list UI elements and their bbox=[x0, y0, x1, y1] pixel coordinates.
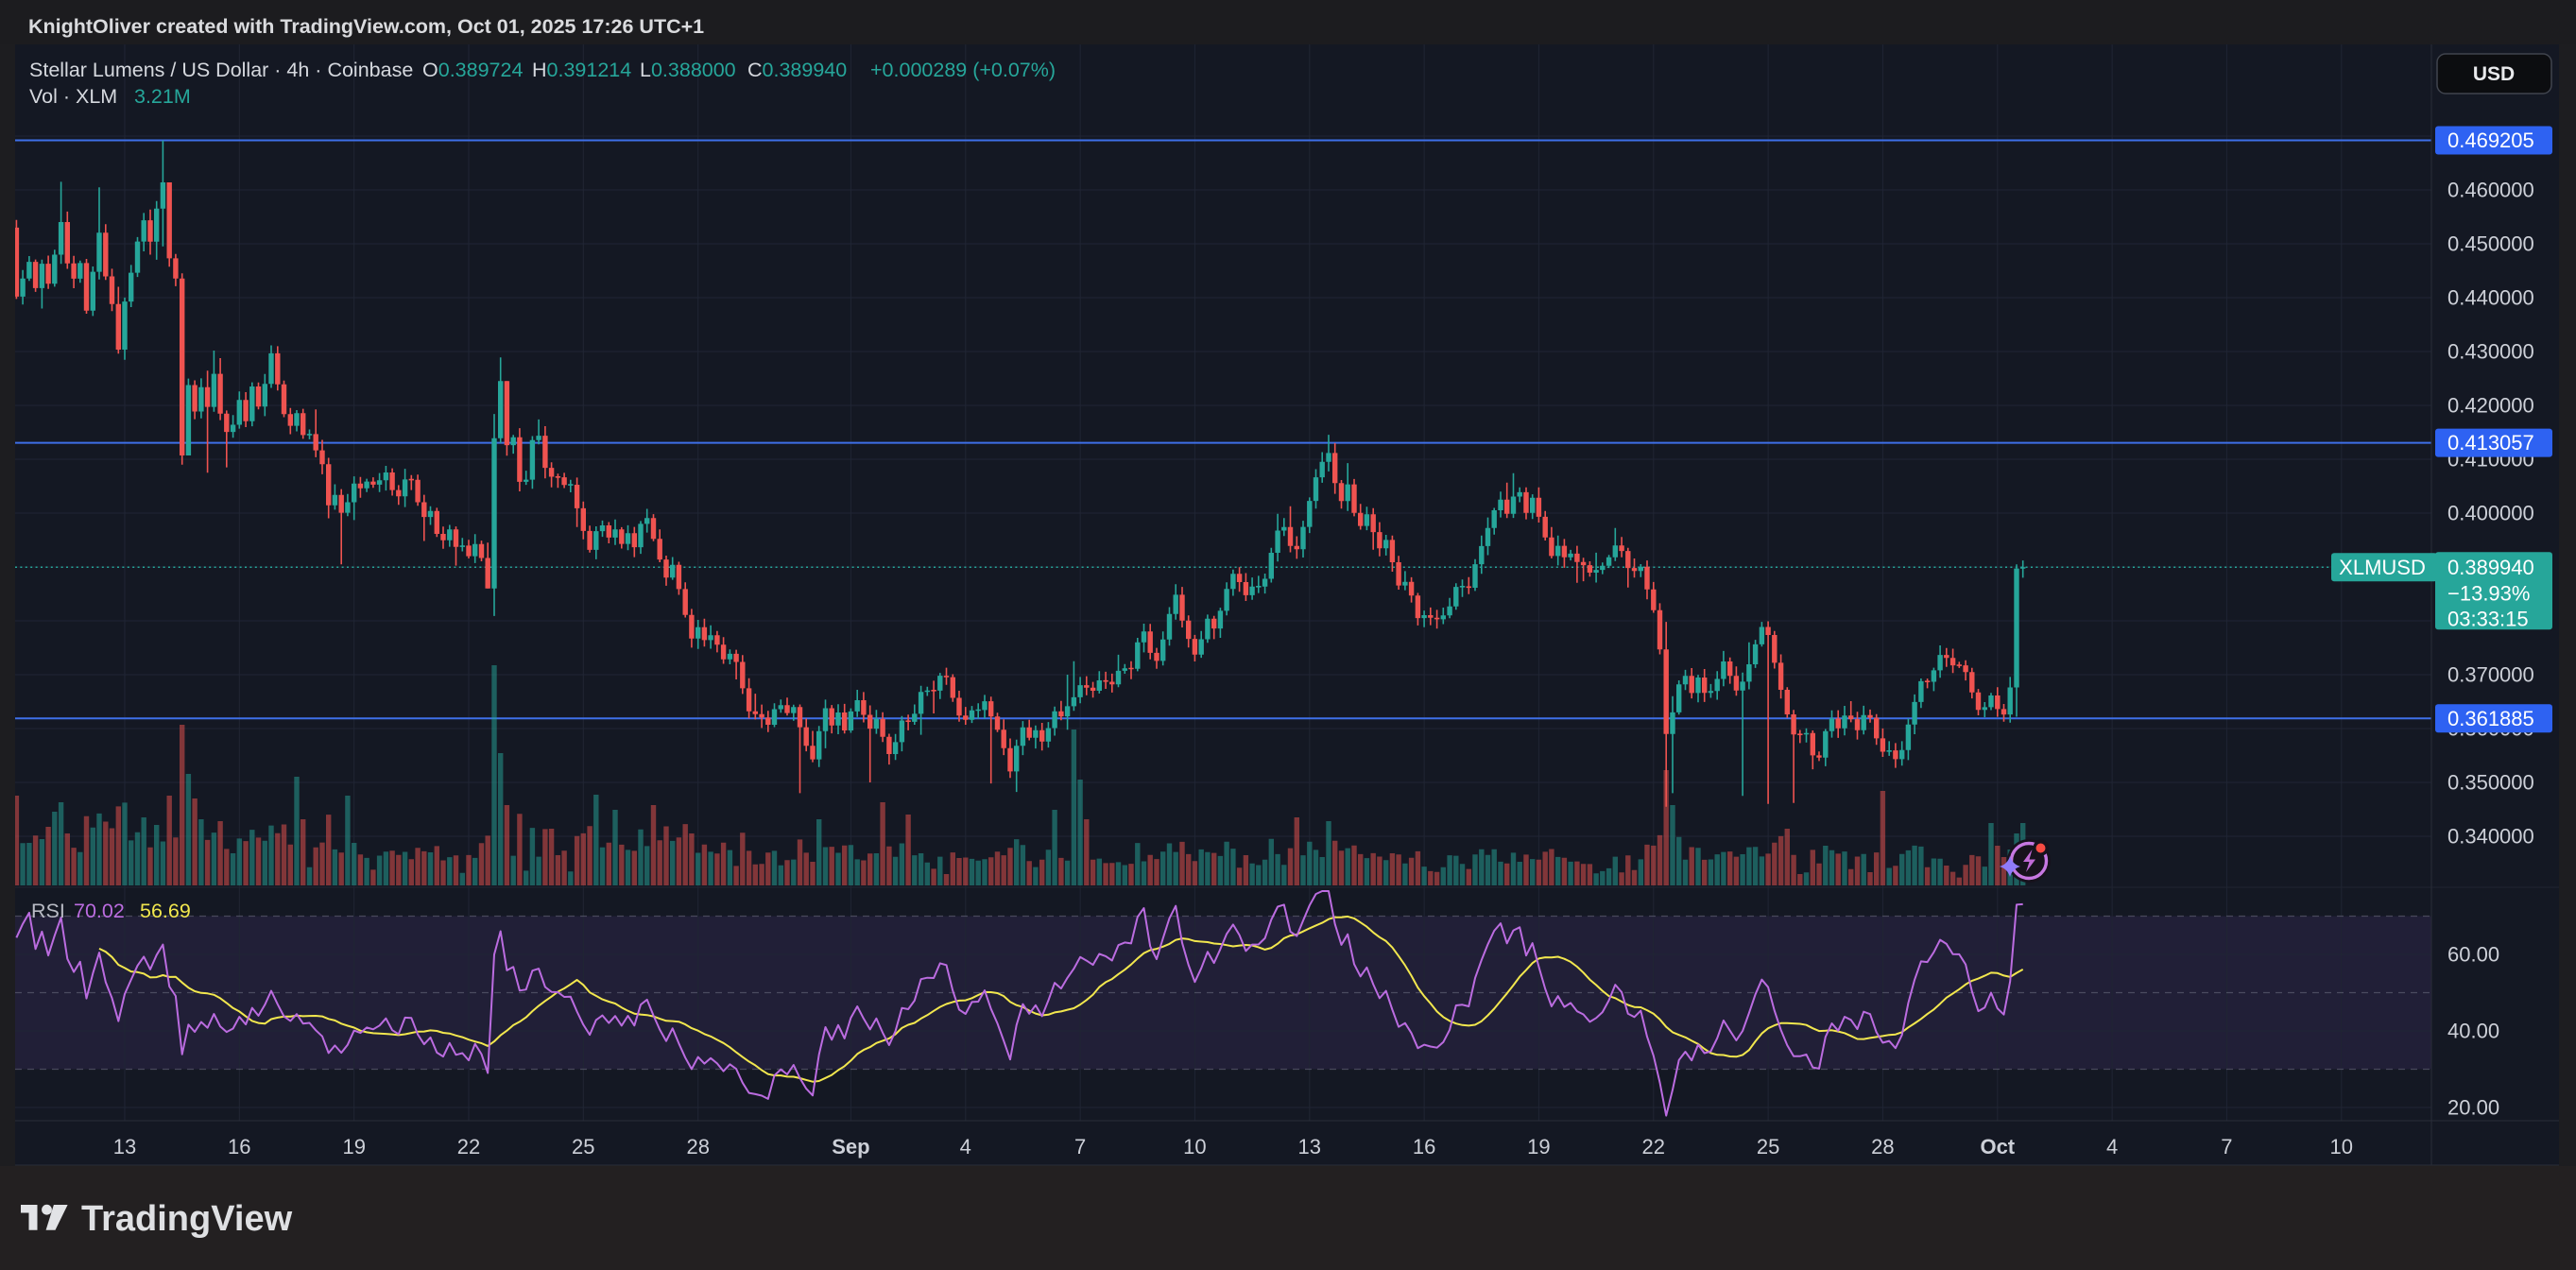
svg-text:USD: USD bbox=[2473, 63, 2515, 85]
svg-text:0.361885: 0.361885 bbox=[2447, 707, 2534, 730]
svg-text:0.389940: 0.389940 bbox=[2447, 556, 2534, 579]
svg-text:03:33:15: 03:33:15 bbox=[2447, 607, 2529, 630]
svg-text:H0.391214: H0.391214 bbox=[532, 59, 631, 81]
svg-text:0.460000: 0.460000 bbox=[2447, 179, 2534, 202]
svg-text:L0.388000: L0.388000 bbox=[640, 59, 736, 81]
svg-text:16: 16 bbox=[1413, 1135, 1435, 1158]
svg-text:28: 28 bbox=[1871, 1135, 1894, 1158]
svg-text:0.420000: 0.420000 bbox=[2447, 394, 2534, 418]
svg-text:C0.389940: C0.389940 bbox=[747, 59, 847, 81]
svg-text:0.450000: 0.450000 bbox=[2447, 232, 2534, 256]
svg-text:0.400000: 0.400000 bbox=[2447, 502, 2534, 525]
svg-text:Stellar Lumens / US Dollar · 4: Stellar Lumens / US Dollar · 4h · Coinba… bbox=[29, 59, 413, 81]
svg-text:−13.93%: −13.93% bbox=[2447, 581, 2530, 605]
svg-text:0.370000: 0.370000 bbox=[2447, 663, 2534, 687]
svg-text:O0.389724: O0.389724 bbox=[422, 59, 523, 81]
svg-text:KnightOliver created with Trad: KnightOliver created with TradingView.co… bbox=[28, 15, 704, 38]
svg-text:16: 16 bbox=[228, 1135, 250, 1158]
svg-text:0.413057: 0.413057 bbox=[2447, 431, 2534, 455]
svg-text:XLMUSD: XLMUSD bbox=[2339, 556, 2426, 579]
svg-text:TradingView: TradingView bbox=[81, 1199, 293, 1239]
svg-text:Sep: Sep bbox=[832, 1135, 869, 1158]
svg-text:40.00: 40.00 bbox=[2447, 1020, 2499, 1043]
svg-text:0.469205: 0.469205 bbox=[2447, 129, 2534, 152]
svg-text:19: 19 bbox=[1527, 1135, 1550, 1158]
svg-text:25: 25 bbox=[1757, 1135, 1779, 1158]
svg-text:+0.000289 (+0.07%): +0.000289 (+0.07%) bbox=[870, 59, 1056, 81]
svg-text:13: 13 bbox=[113, 1135, 136, 1158]
svg-text:25: 25 bbox=[572, 1135, 594, 1158]
svg-text:10: 10 bbox=[2330, 1135, 2353, 1158]
svg-text:19: 19 bbox=[342, 1135, 365, 1158]
svg-text:13: 13 bbox=[1298, 1135, 1321, 1158]
svg-text:0.440000: 0.440000 bbox=[2447, 286, 2534, 310]
svg-text:7: 7 bbox=[1074, 1135, 1086, 1158]
svg-text:20.00: 20.00 bbox=[2447, 1096, 2499, 1120]
svg-text:Vol · XLM: Vol · XLM bbox=[29, 85, 117, 108]
svg-text:22: 22 bbox=[457, 1135, 480, 1158]
svg-text:0.350000: 0.350000 bbox=[2447, 771, 2534, 795]
svg-text:4: 4 bbox=[960, 1135, 971, 1158]
svg-text:10: 10 bbox=[1183, 1135, 1206, 1158]
svg-text:0.340000: 0.340000 bbox=[2447, 825, 2534, 849]
svg-text:60.00: 60.00 bbox=[2447, 943, 2499, 967]
svg-text:22: 22 bbox=[1642, 1135, 1665, 1158]
svg-text:3.21M: 3.21M bbox=[134, 85, 191, 108]
svg-text:28: 28 bbox=[686, 1135, 709, 1158]
svg-text:7: 7 bbox=[2221, 1135, 2232, 1158]
svg-text:0.430000: 0.430000 bbox=[2447, 340, 2534, 364]
svg-text:4: 4 bbox=[2106, 1135, 2118, 1158]
svg-text:Oct: Oct bbox=[1980, 1135, 2015, 1158]
